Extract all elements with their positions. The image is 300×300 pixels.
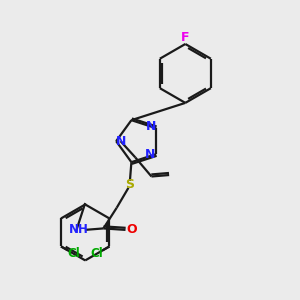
Text: NH: NH xyxy=(69,224,89,236)
Text: O: O xyxy=(127,224,137,236)
Text: F: F xyxy=(181,31,190,44)
Text: N: N xyxy=(145,148,155,160)
Text: Cl: Cl xyxy=(67,247,80,260)
Text: N: N xyxy=(116,135,127,148)
Text: S: S xyxy=(125,178,134,191)
Text: Cl: Cl xyxy=(90,247,103,260)
Text: N: N xyxy=(146,120,156,133)
